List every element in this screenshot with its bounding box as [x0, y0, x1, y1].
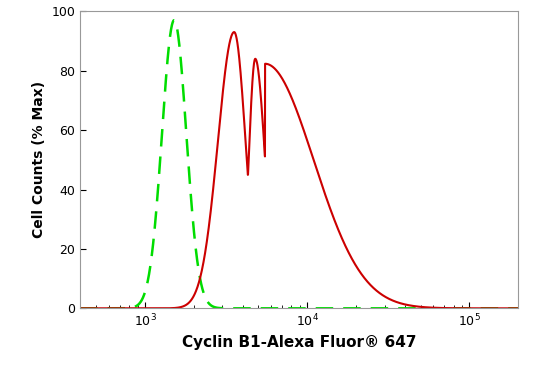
Y-axis label: Cell Counts (% Max): Cell Counts (% Max)	[32, 81, 46, 238]
X-axis label: Cyclin B1-Alexa Fluor® 647: Cyclin B1-Alexa Fluor® 647	[182, 335, 417, 350]
